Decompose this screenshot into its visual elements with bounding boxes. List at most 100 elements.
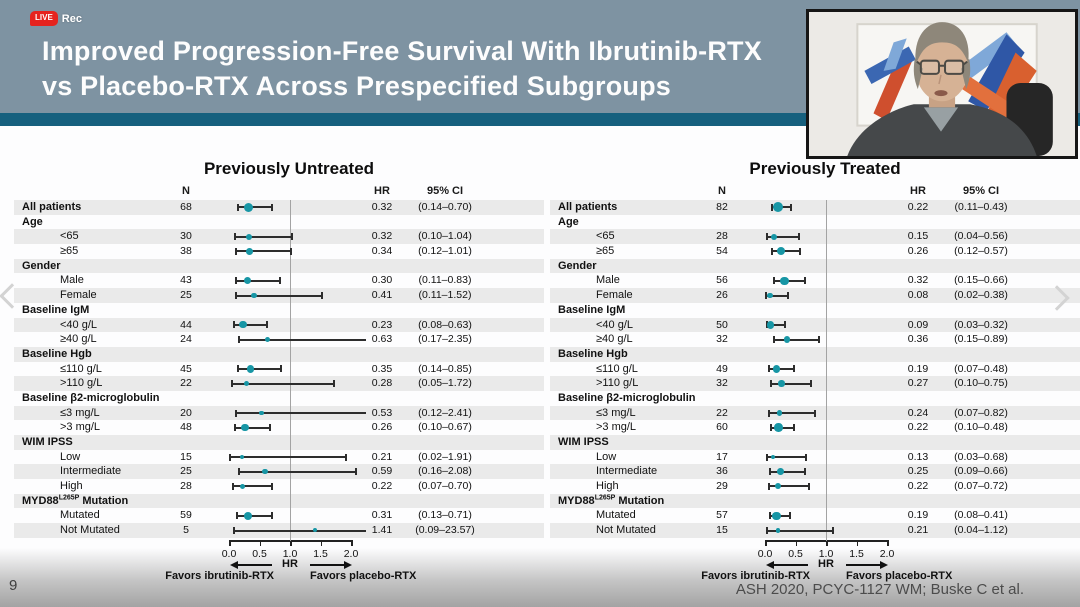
forest-row: Mutated 57 0.19 (0.08–0.41): [550, 508, 1080, 523]
hr-point: [239, 483, 246, 490]
row-label: Female: [596, 289, 633, 302]
column-header-ci: 95% CI: [962, 185, 1000, 197]
forest-row: Low 15 0.21 (0.02–1.91): [14, 450, 544, 465]
hr-point: [767, 292, 773, 299]
axis-tick: [765, 540, 767, 546]
row-plot: [194, 464, 366, 479]
forest-row: ≤110 g/L 49 0.19 (0.07–0.48): [550, 362, 1080, 377]
row-n-value: 49: [716, 362, 728, 375]
forest-row: ≥40 g/L 24 0.63 (0.17–2.35): [14, 332, 544, 347]
row-plot: [730, 332, 902, 347]
row-hr-value: 0.32: [371, 201, 393, 213]
row-label: ≤3 mg/L: [596, 406, 636, 419]
row-ci-value: (0.10–0.48): [954, 421, 1008, 434]
chevron-left-icon[interactable]: [0, 283, 25, 309]
row-plot: [194, 523, 366, 538]
forest-row: Age: [14, 215, 544, 230]
favors-right-label: Favors placebo-RTX: [846, 570, 953, 582]
row-n-value: 22: [716, 406, 728, 419]
hr-point: [771, 233, 778, 240]
forest-row: Not Mutated 5 1.41 (0.09–23.57): [14, 523, 544, 538]
row-label: Baseline Hgb: [558, 347, 628, 360]
row-label: Female: [60, 289, 97, 302]
hr-point: [246, 365, 255, 373]
row-ci-value: (0.10–1.04): [418, 230, 472, 243]
forest-row: Female 26 0.08 (0.02–0.38): [550, 288, 1080, 303]
forest-row: Intermediate 25 0.59 (0.16–2.08): [14, 464, 544, 480]
row-ci-value: (0.07–0.70): [418, 480, 472, 493]
row-n-value: 30: [180, 230, 192, 243]
row-plot: [194, 376, 366, 391]
row-ci-value: (0.09–23.57): [415, 524, 475, 537]
row-ci-value: (0.03–0.68): [954, 450, 1008, 463]
row-label: ≥40 g/L: [596, 333, 633, 346]
hr-point: [777, 410, 783, 416]
hr-point: [239, 321, 247, 329]
page-number: 9: [9, 577, 18, 594]
row-n-value: 32: [716, 377, 728, 390]
row-label: ≥65: [596, 245, 615, 258]
row-hr-value: 0.21: [371, 450, 393, 463]
row-plot: [194, 244, 366, 259]
hr-point: [313, 528, 317, 533]
row-label: Baseline IgM: [558, 303, 626, 316]
row-n-value: 54: [716, 245, 728, 258]
forest-row: All patients 82 0.22 (0.11–0.43): [550, 200, 1080, 215]
axis-tick-label: 0.0: [221, 548, 237, 560]
row-label: Mutated: [60, 509, 100, 522]
row-hr-value: 0.53: [371, 406, 393, 419]
forest-row: Mutated 59 0.31 (0.13–0.71): [14, 508, 544, 523]
row-label: Mutated: [596, 509, 636, 522]
row-ci-value: (0.11–0.83): [418, 274, 472, 287]
row-ci-value: (0.14–0.85): [418, 362, 472, 375]
row-plot: [730, 479, 902, 494]
row-hr-value: 0.25: [907, 465, 929, 478]
bottom-shadow: [0, 548, 1080, 607]
row-hr-value: 0.32: [371, 230, 393, 243]
row-label: ≥65: [60, 245, 79, 258]
axis-tick: [320, 540, 322, 546]
axis-tick: [351, 540, 353, 546]
row-plot: [194, 420, 366, 435]
row-label: Gender: [22, 259, 61, 272]
panel-title: Previously Untreated: [203, 159, 375, 178]
row-hr-value: 0.23: [371, 318, 393, 331]
row-plot: [730, 508, 902, 523]
forest-row: WIM IPSS: [550, 435, 1080, 450]
row-ci-value: (0.17–2.35): [418, 333, 472, 346]
row-hr-value: 0.27: [907, 377, 929, 390]
row-hr-value: 0.19: [907, 509, 929, 522]
row-n-value: 28: [180, 480, 192, 493]
hr-point: [262, 468, 268, 475]
row-n-value: 15: [180, 450, 192, 463]
forest-rows: All patients 82 0.22 (0.11–0.43) Age <65 2…: [550, 200, 1080, 538]
forest-row: Gender: [14, 258, 544, 274]
row-ci-value: (0.16–2.08): [418, 465, 472, 478]
hr-point: [241, 423, 249, 432]
hr-point: [783, 336, 791, 343]
forest-row: Baseline IgM: [550, 303, 1080, 318]
row-hr-value: 0.36: [907, 333, 929, 346]
row-label: Age: [22, 215, 43, 228]
forest-row: All patients 68 0.32 (0.14–0.70): [14, 200, 544, 215]
column-header-hr: HR: [374, 185, 390, 197]
column-header-n: N: [182, 185, 190, 197]
row-ci-value: (0.04–1.12): [954, 524, 1008, 537]
hr-point: [264, 336, 271, 343]
row-label: Intermediate: [596, 465, 658, 478]
row-hr-value: 0.32: [907, 274, 929, 287]
row-label: WIM IPSS: [22, 436, 73, 448]
speaker-silhouette: [847, 22, 1037, 156]
row-ci-value: (0.12–1.01): [418, 245, 472, 258]
row-ci-value: (0.13–0.71): [418, 509, 472, 522]
forest-row: High 29 0.22 (0.07–0.72): [550, 479, 1080, 494]
axis-tick: [887, 540, 889, 546]
row-ci-value: (0.07–0.48): [954, 362, 1008, 375]
row-ci-value: (0.08–0.41): [954, 509, 1008, 522]
chevron-right-icon[interactable]: [1044, 285, 1070, 311]
row-plot: [194, 288, 366, 303]
row-label: ≤110 g/L: [596, 362, 638, 375]
forest-row: Male 43 0.30 (0.11–0.83): [14, 273, 544, 288]
forest-row: ≤3 mg/L 20 0.53 (0.12–2.41): [14, 405, 544, 421]
row-plot: [730, 318, 902, 333]
